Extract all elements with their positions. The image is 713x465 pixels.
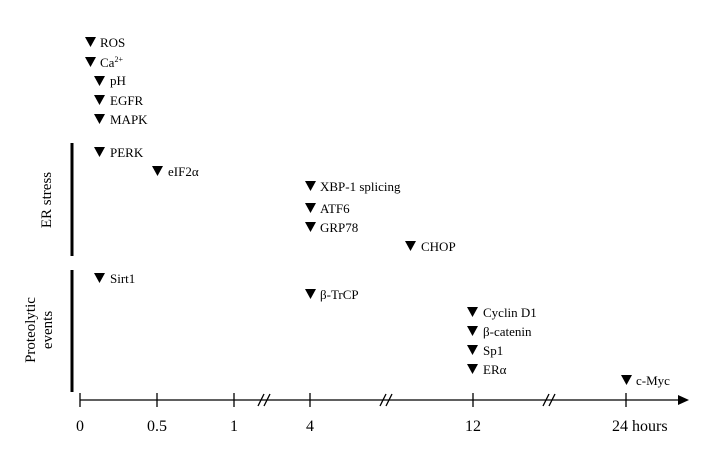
event-btrcp: β-TrCP [305,287,359,302]
event-label: EGFR [110,93,144,108]
event-label: eIF2α [168,164,199,179]
event-ros: ROS [85,35,125,50]
event-label: c-Myc [636,373,670,388]
event-perk: PERK [94,145,144,160]
event-sirt1: Sirt1 [94,271,135,286]
time-axis: 0 0.5 1 4 12 24 hours [76,393,689,435]
event-atf6: ATF6 [305,201,350,216]
axis-break-icon [379,393,393,407]
event-marker-icon [94,114,105,124]
event-label: Sirt1 [110,271,135,286]
event-sp1: Sp1 [467,343,503,358]
event-chop: CHOP [405,239,456,254]
event-label: Ca2+ [100,55,123,70]
event-marker-icon [621,375,632,385]
event-label: XBP-1 splicing [320,179,401,194]
event-label: Cyclin D1 [483,305,537,320]
event-marker-icon [94,95,105,105]
er-stress-group: ER stress PERK eIF2α XBP-1 splicing ATF6… [39,143,456,256]
event-label-superscript: 2+ [114,55,123,64]
tick-label: 1 [230,418,238,435]
early-events-group: ROS Ca2+ pH EGFR MAPK [85,35,148,127]
event-marker-icon [467,307,478,317]
event-eif2a: eIF2α [152,164,199,179]
tick-label: 4 [306,418,314,435]
event-era: ERα [467,362,507,377]
event-label: ROS [100,35,125,50]
event-marker-icon [94,273,105,283]
event-label: Sp1 [483,343,503,358]
proteolytic-title: Proteolytic events [23,297,56,363]
event-label: pH [110,73,126,88]
event-b-catenin: β-catenin [467,324,532,339]
event-c-myc: c-Myc [621,373,670,388]
event-label: ERα [483,362,507,377]
event-marker-icon [85,37,96,47]
proteolytic-group: Proteolytic events Sirt1 β-TrCP Cyclin D… [23,270,670,392]
proteolytic-title-line1: Proteolytic [23,297,39,363]
event-label: PERK [110,145,144,160]
event-marker-icon [305,203,316,213]
event-marker-icon [94,76,105,86]
event-label: GRP78 [320,220,358,235]
event-ph: pH [94,73,126,88]
tick-label: 0.5 [147,418,167,435]
tick-label: 0 [76,418,84,435]
axis-break-icon [542,393,556,407]
event-label: MAPK [110,112,148,127]
event-mapk: MAPK [94,112,148,127]
axis-arrow-icon [678,395,689,405]
event-marker-icon [467,326,478,336]
er-stress-title: ER stress [39,172,55,228]
event-marker-icon [467,345,478,355]
event-label: β-TrCP [320,287,359,302]
event-marker-icon [152,166,163,176]
event-marker-icon [305,289,316,299]
event-marker-icon [94,147,105,157]
event-marker-icon [467,364,478,374]
event-label: CHOP [421,239,456,254]
event-calcium: Ca2+ [85,55,123,70]
event-marker-icon [305,181,316,191]
proteolytic-title-line2: events [40,311,56,349]
tick-label: 12 [465,418,481,435]
event-cyclin-d1: Cyclin D1 [467,305,537,320]
event-marker-icon [405,241,416,251]
event-label: ATF6 [320,201,350,216]
event-grp78: GRP78 [305,220,358,235]
event-marker-icon [85,57,96,67]
tick-label: 24 hours [612,418,668,435]
event-egfr: EGFR [94,93,144,108]
event-label: β-catenin [483,324,532,339]
axis-break-icon [257,393,271,407]
event-marker-icon [305,222,316,232]
event-xbp1: XBP-1 splicing [305,179,401,194]
